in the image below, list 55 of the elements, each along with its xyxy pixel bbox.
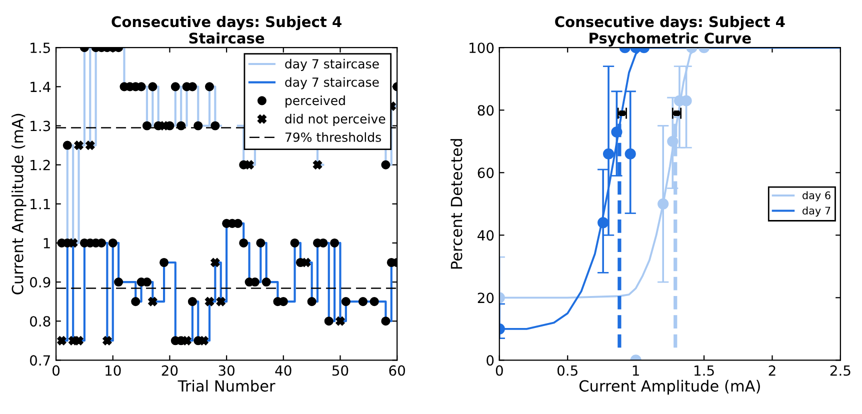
x-axis-title: Trial Number: [178, 380, 276, 392]
y-tick-label: 0.7: [30, 355, 50, 366]
legend-label: perceived: [286, 96, 345, 108]
y-axis-title: Percent Detected: [450, 139, 462, 269]
x-tick-label: 1: [632, 365, 639, 376]
x-tick-label: 20: [162, 365, 178, 376]
y-axis-title: Current Amplitude (mA): [12, 114, 26, 294]
point: [216, 297, 226, 306]
legend-label: did not perceive: [285, 114, 386, 126]
legend-label: day 7 staircase: [285, 58, 379, 71]
y-tick-label: 1.5: [30, 42, 50, 54]
point: [102, 336, 112, 346]
point: [302, 258, 311, 268]
y-tick-label: 0.9: [30, 277, 50, 288]
point: [312, 160, 322, 170]
point: [74, 140, 84, 150]
x-tick-label: 60: [389, 365, 405, 376]
x-tick-label: 2: [768, 365, 776, 376]
y-tick-label: 1.3: [30, 120, 50, 132]
chart-title: Consecutive days: Subject 4: [112, 16, 342, 30]
legend-label: day 7 staircase: [285, 77, 379, 90]
x-tick-label: 40: [275, 365, 292, 376]
y-tick-label: 40: [478, 230, 494, 241]
point: [336, 316, 345, 326]
x-tick-label: 1.5: [694, 365, 714, 376]
legend-label: day 6: [802, 191, 830, 202]
y-tick-label: 0.8: [30, 316, 50, 327]
x-tick-label: 0: [496, 365, 503, 376]
y-tick-label: 20: [478, 292, 494, 304]
y-tick-label: 60: [478, 168, 494, 178]
y-tick-label: 1: [44, 238, 50, 248]
point: [204, 297, 214, 306]
x-tick-label: 50: [332, 365, 348, 376]
point: [86, 140, 95, 150]
x-tick-label: 30: [218, 365, 234, 376]
x-axis-title: Current Amplitude (mA): [579, 380, 760, 395]
ref-line-label: 79% thresholds: [285, 132, 381, 142]
point: [57, 336, 66, 346]
y-tick-label: 80: [478, 105, 494, 116]
point: [210, 258, 220, 268]
chart-subtitle: Staircase: [189, 32, 264, 44]
y-tick-label: 1.2: [30, 160, 50, 170]
y-tick-label: 1.1: [30, 199, 50, 210]
point: [148, 297, 158, 306]
point: [68, 238, 78, 248]
y-tick-label: 1.4: [30, 82, 50, 92]
chart-title: Consecutive days: Subject 4: [555, 16, 785, 30]
x-tick-label: 10: [106, 365, 121, 376]
x-tick-label: 0.5: [557, 365, 578, 376]
chart-subtitle: Psychometric Curve: [590, 32, 751, 47]
y-tick-label: 100: [470, 42, 494, 54]
x-tick-label: 2.5: [830, 365, 850, 376]
y-tick-label: 0: [486, 355, 494, 366]
x-tick-label: 0: [52, 365, 60, 376]
legend-label: day 7: [802, 206, 830, 217]
